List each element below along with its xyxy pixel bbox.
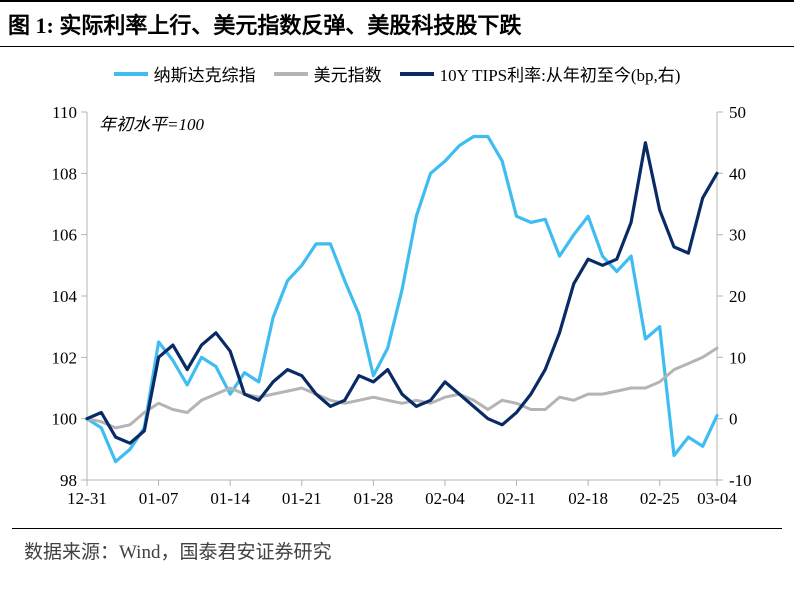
svg-text:98: 98 xyxy=(60,471,77,490)
legend-item-nasdaq: 纳斯达克综指 xyxy=(114,61,256,86)
figure-number: 图 1: xyxy=(8,13,54,38)
legend-swatch xyxy=(400,72,434,76)
svg-text:108: 108 xyxy=(52,164,78,183)
legend-swatch xyxy=(114,72,148,76)
svg-text:-10: -10 xyxy=(729,471,752,490)
legend-label: 美元指数 xyxy=(314,61,382,86)
svg-text:12-31: 12-31 xyxy=(67,489,107,508)
figure-title-text: 实际利率上行、美元指数反弹、美股科技股下跌 xyxy=(59,13,521,38)
svg-text:20: 20 xyxy=(729,287,746,306)
svg-text:01-14: 01-14 xyxy=(210,489,250,508)
svg-text:106: 106 xyxy=(52,226,78,245)
chart-area: 年初水平=100 98 100 102 104 106 108 110 -10 0 10 20 30 4… xyxy=(17,92,777,522)
data-source: 数据来源：Wind，国泰君安证券研究 xyxy=(0,529,794,564)
legend-swatch xyxy=(274,72,308,76)
svg-text:02-18: 02-18 xyxy=(568,489,608,508)
line-chart: 98 100 102 104 106 108 110 -10 0 10 20 30 40 50 12-31 0… xyxy=(17,92,777,522)
legend-item-tips: 10Y TIPS利率:从年初至今(bp,右) xyxy=(400,61,681,86)
svg-text:110: 110 xyxy=(52,103,77,122)
svg-text:10: 10 xyxy=(729,348,746,367)
svg-text:02-11: 02-11 xyxy=(497,489,536,508)
chart-legend: 纳斯达克综指 美元指数 10Y TIPS利率:从年初至今(bp,右) xyxy=(0,47,794,92)
svg-text:02-04: 02-04 xyxy=(425,489,465,508)
legend-label: 10Y TIPS利率:从年初至今(bp,右) xyxy=(440,61,681,86)
svg-text:102: 102 xyxy=(52,348,78,367)
svg-text:01-21: 01-21 xyxy=(282,489,322,508)
svg-text:0: 0 xyxy=(729,410,738,429)
figure-title-bar: 图 1: 实际利率上行、美元指数反弹、美股科技股下跌 xyxy=(0,0,794,47)
figure-container: 图 1: 实际利率上行、美元指数反弹、美股科技股下跌 纳斯达克综指 美元指数 1… xyxy=(0,0,794,596)
svg-text:104: 104 xyxy=(52,287,78,306)
svg-text:30: 30 xyxy=(729,226,746,245)
svg-text:01-07: 01-07 xyxy=(139,489,179,508)
svg-text:100: 100 xyxy=(52,410,78,429)
svg-text:40: 40 xyxy=(729,164,746,183)
legend-item-dxy: 美元指数 xyxy=(274,61,382,86)
legend-label: 纳斯达克综指 xyxy=(154,61,256,86)
svg-text:02-25: 02-25 xyxy=(640,489,680,508)
chart-annotation: 年初水平=100 xyxy=(99,110,204,135)
svg-text:50: 50 xyxy=(729,103,746,122)
svg-text:01-28: 01-28 xyxy=(354,489,394,508)
svg-text:03-04: 03-04 xyxy=(697,489,737,508)
